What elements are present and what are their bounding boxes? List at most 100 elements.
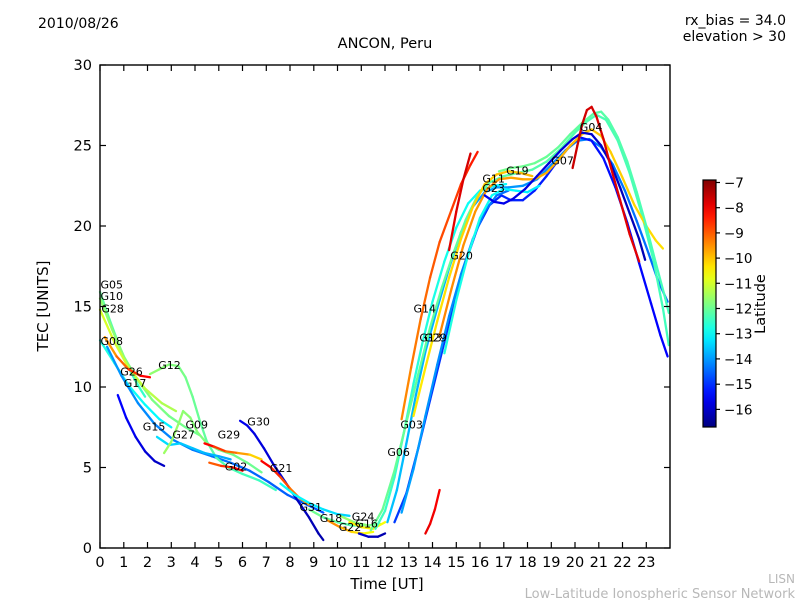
colorbar-tick-label: −14 bbox=[724, 352, 753, 368]
satellite-trace-segment bbox=[531, 160, 548, 171]
colorbar-tick-label: −15 bbox=[724, 377, 753, 393]
satellite-trace-segment bbox=[421, 300, 434, 342]
satellite-trace-segment bbox=[338, 514, 356, 524]
satellite-trace-segment bbox=[143, 450, 156, 463]
satellite-trace-segment bbox=[267, 480, 289, 497]
satellite-trace-segment bbox=[424, 522, 432, 535]
satellite-trace-segment bbox=[490, 187, 505, 197]
satellite-trace-segment bbox=[153, 422, 175, 442]
satellite-trace-segment bbox=[450, 244, 465, 290]
satellite-trace-segment bbox=[590, 105, 598, 118]
satellite-trace-segment bbox=[519, 171, 534, 178]
satellite-trace-segment bbox=[485, 178, 501, 191]
satellite-trace-segment bbox=[471, 182, 486, 208]
x-tick-label: 19 bbox=[542, 555, 560, 571]
satellite-trace-segment bbox=[628, 171, 643, 215]
x-tick-label: 2 bbox=[143, 555, 152, 571]
satellite-trace-segment bbox=[545, 158, 560, 175]
satellite-trace-segment bbox=[611, 163, 627, 192]
satellite-trace-segment bbox=[483, 173, 498, 186]
colorbar bbox=[702, 179, 717, 428]
satellite-trace-segment bbox=[609, 165, 622, 202]
satellite-trace-segment bbox=[576, 123, 584, 147]
satellite-trace-segment bbox=[115, 355, 130, 371]
date-label: 2010/08/26 bbox=[38, 16, 119, 32]
satellite-trace-segment bbox=[438, 287, 453, 337]
satellite-trace-segment bbox=[523, 174, 539, 191]
satellite-trace-segment bbox=[424, 363, 439, 418]
x-axis-label: Time [UT] bbox=[349, 575, 423, 593]
satellite-trace-segment bbox=[447, 273, 463, 318]
satellite-label: G22 bbox=[339, 521, 362, 534]
satellite-label: G31 bbox=[300, 501, 323, 514]
satellite-trace-segment bbox=[124, 416, 137, 439]
satellite-trace-segment bbox=[262, 447, 275, 466]
satellite-trace-segment bbox=[569, 121, 584, 136]
satellite-label: G21 bbox=[270, 462, 293, 475]
x-tick-label: 18 bbox=[518, 555, 536, 571]
satellite-trace-segment bbox=[412, 339, 425, 385]
satellite-label: G05 bbox=[101, 279, 124, 292]
satellite-label: G02 bbox=[225, 461, 248, 474]
satellite-trace-segment bbox=[98, 290, 111, 321]
satellite-trace-segment bbox=[462, 152, 472, 181]
satellite-trace-segment bbox=[436, 276, 451, 323]
satellite-label: G14 bbox=[414, 303, 437, 316]
satellite-trace-segment bbox=[602, 137, 612, 168]
satellite-trace-segment bbox=[590, 128, 603, 137]
satellite-trace-segment bbox=[502, 187, 517, 192]
x-tick-label: 21 bbox=[590, 555, 608, 571]
y-tick-label: 20 bbox=[74, 219, 92, 235]
satellite-trace-segment bbox=[654, 261, 667, 300]
satellite-trace-segment bbox=[224, 450, 239, 455]
satellite-label: G04 bbox=[580, 121, 603, 134]
satellite-trace-segment bbox=[219, 464, 235, 469]
satellite-trace-segment bbox=[433, 488, 441, 511]
satellite-trace-segment bbox=[455, 202, 470, 229]
x-tick-label: 17 bbox=[495, 555, 513, 571]
watermark-lisn: LISN bbox=[768, 572, 795, 586]
satellite-trace-segment bbox=[502, 171, 520, 178]
satellite-trace-segment bbox=[652, 258, 665, 310]
x-tick-label: 4 bbox=[190, 555, 199, 571]
x-tick-label: 6 bbox=[238, 555, 247, 571]
satellite-trace-segment bbox=[227, 466, 244, 476]
x-tick-label: 20 bbox=[566, 555, 584, 571]
satellite-trace-segment bbox=[578, 136, 593, 142]
satellite-trace-segment bbox=[497, 166, 513, 173]
satellite-trace-segment bbox=[436, 315, 451, 366]
y-tick-label: 5 bbox=[83, 461, 92, 477]
satellite-trace-segment bbox=[338, 525, 353, 534]
satellite-trace-segment bbox=[191, 395, 201, 422]
plot-frame bbox=[99, 64, 671, 549]
y-tick-label: 10 bbox=[74, 380, 92, 396]
satellite-trace-segment bbox=[609, 162, 622, 189]
satellite-trace-segment bbox=[580, 108, 589, 126]
satellite-trace-segment bbox=[158, 363, 171, 371]
satellite-trace-segment bbox=[559, 137, 574, 152]
satellite-label: G26 bbox=[120, 366, 143, 379]
satellite-trace-segment bbox=[113, 340, 130, 369]
satellite-trace-segment bbox=[533, 155, 548, 165]
satellite-trace-segment bbox=[279, 482, 296, 497]
satellite-label: G18 bbox=[320, 512, 343, 525]
colorbar-tick-label: −8 bbox=[724, 201, 744, 217]
satellite-trace-segment bbox=[443, 298, 458, 355]
satellite-trace-segment bbox=[155, 435, 171, 447]
satellite-trace-segment bbox=[428, 508, 437, 526]
satellite-trace-segment bbox=[571, 144, 579, 170]
satellite-trace-segment bbox=[151, 398, 171, 418]
satellite-label: G28 bbox=[101, 303, 124, 316]
satellite-trace-segment bbox=[645, 224, 657, 265]
satellite-trace-segment bbox=[229, 461, 251, 472]
satellite-label: G19 bbox=[506, 164, 529, 177]
satellite-trace-segment bbox=[381, 469, 396, 511]
satellite-trace-segment bbox=[257, 479, 277, 492]
y-tick-label: 25 bbox=[74, 139, 92, 155]
satellite-label: G29 bbox=[424, 332, 447, 345]
satellite-trace-segment bbox=[635, 220, 650, 255]
colorbar-label: Latitude bbox=[753, 274, 769, 334]
satellite-trace-segment bbox=[189, 416, 199, 434]
satellite-label: G20 bbox=[450, 250, 473, 263]
satellite-trace-segment bbox=[431, 260, 446, 303]
